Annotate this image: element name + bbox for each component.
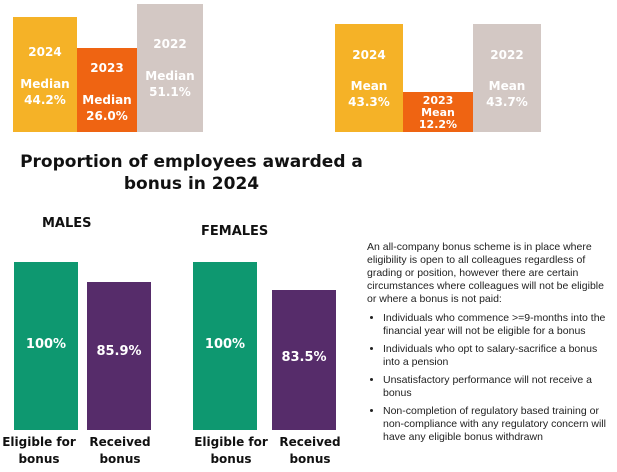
notes-bullet-list: Individuals who commence >=9-months into… <box>367 312 612 444</box>
bar-metric-label: Median <box>20 77 70 91</box>
bar-value-label: 85.9% <box>96 344 142 359</box>
bar-median-2022: 2022 Median 51.1% <box>137 4 203 132</box>
bar-year-label: 2024 <box>28 45 62 59</box>
bar-value-label: 100% <box>204 337 246 352</box>
chart-title-line2: bonus in 2024 <box>123 174 260 194</box>
notes-intro: An all-company bonus scheme is in place … <box>367 241 604 305</box>
chart-title-line1: Proportion of employees awarded a <box>20 152 363 172</box>
list-item: Individuals who opt to salary-sacrifice … <box>383 343 612 369</box>
bar-metric-label: Mean <box>488 79 526 93</box>
list-item: Individuals who commence >=9-months into… <box>383 312 612 338</box>
bar-mean-2023: 2023 Mean 12.2% <box>403 92 473 132</box>
bar-value-label: 83.5% <box>281 350 327 365</box>
bar-median-2023: 2023 Median 26.0% <box>77 48 137 132</box>
x-label-females-eligible: Eligible for bonus <box>194 435 268 466</box>
bar-value-label: 100% <box>25 337 67 352</box>
bar-year-label: 2023 <box>422 94 454 107</box>
bar-males-received: 85.9% <box>87 282 151 430</box>
list-item: Non-completion of regulatory based train… <box>383 405 612 444</box>
bar-metric-label: Median <box>82 93 132 107</box>
bar-value-label: 26.0% <box>86 109 128 123</box>
bonus-eligibility-notes: An all-company bonus scheme is in place … <box>367 241 612 449</box>
bar-metric-label: Median <box>145 69 195 83</box>
bar-mean-2022: 2022 Mean 43.7% <box>473 24 541 132</box>
x-label-males-received: Received bonus <box>89 435 151 466</box>
bar-value-label: 43.3% <box>348 95 390 109</box>
chart-title: Proportion of employees awarded a bonus … <box>0 151 383 195</box>
bar-value-label: 12.2% <box>418 118 458 131</box>
bar-value-label: 43.7% <box>486 95 528 109</box>
females-heading: FEMALES <box>201 224 269 239</box>
bar-females-eligible: 100% <box>193 262 257 430</box>
x-label-females-received: Received bonus <box>279 435 341 466</box>
bar-year-label: 2022 <box>153 37 187 51</box>
bar-value-label: 51.1% <box>149 85 191 99</box>
males-heading: MALES <box>42 216 92 231</box>
bar-value-label: 44.2% <box>24 93 66 107</box>
bar-mean-2024: 2024 Mean 43.3% <box>335 24 403 132</box>
bar-year-label: 2023 <box>90 61 124 75</box>
bar-females-received: 83.5% <box>272 290 336 430</box>
x-label-males-eligible: Eligible for bonus <box>2 435 76 466</box>
bar-median-2024: 2024 Median 44.2% <box>13 17 77 132</box>
bar-year-label: 2022 <box>490 48 524 62</box>
bar-year-label: 2024 <box>352 48 386 62</box>
bar-males-eligible: 100% <box>14 262 78 430</box>
list-item: Unsatisfactory performance will not rece… <box>383 374 612 400</box>
bar-metric-label: Mean <box>350 79 388 93</box>
bar-metric-label: Mean <box>421 106 455 119</box>
